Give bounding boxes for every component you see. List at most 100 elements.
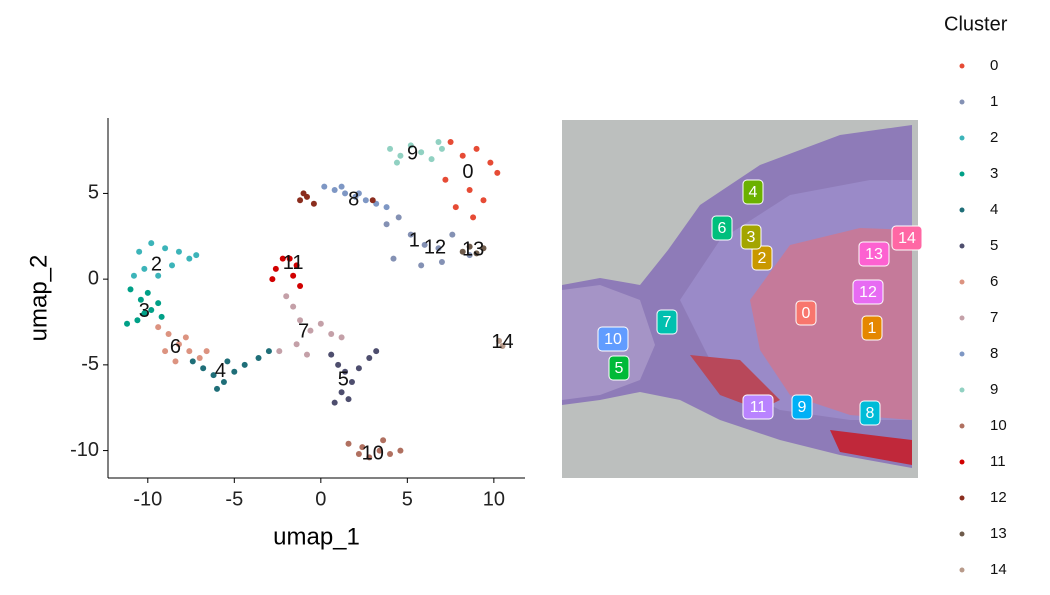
cluster-label: 14 xyxy=(491,331,513,353)
point xyxy=(162,245,169,252)
x-tick-label: 10 xyxy=(483,488,505,510)
point xyxy=(317,320,324,327)
spot-label: 10 xyxy=(604,331,622,348)
point xyxy=(459,248,466,255)
point xyxy=(189,358,196,365)
legend-label: 3 xyxy=(990,165,998,182)
point xyxy=(438,259,445,265)
point xyxy=(155,300,162,307)
point xyxy=(148,307,155,313)
x-tick-label: -5 xyxy=(225,488,243,510)
point xyxy=(276,348,283,355)
legend-swatch xyxy=(959,531,965,537)
point xyxy=(387,451,394,457)
point xyxy=(255,355,262,361)
spot-label-box xyxy=(859,400,881,426)
cluster-label: 4 xyxy=(215,360,226,382)
point xyxy=(338,334,345,341)
spot-label: 1 xyxy=(868,320,877,337)
cluster-label: 6 xyxy=(170,336,181,358)
point xyxy=(134,317,141,324)
y-tick-label: -10 xyxy=(70,439,99,461)
point xyxy=(418,149,425,156)
point xyxy=(366,355,373,361)
point xyxy=(470,214,477,221)
point xyxy=(355,365,362,372)
spot-label: 2 xyxy=(758,250,767,267)
y-tick-label: -5 xyxy=(81,353,99,375)
point xyxy=(338,183,345,190)
point xyxy=(303,351,310,358)
point xyxy=(165,331,172,337)
cluster-label: 10 xyxy=(362,442,384,464)
point xyxy=(293,262,300,269)
legend-swatch xyxy=(959,243,965,249)
legend-label: 7 xyxy=(990,309,998,326)
point xyxy=(397,152,404,159)
point xyxy=(283,293,290,300)
legend-swatch xyxy=(959,207,965,213)
point xyxy=(342,190,349,197)
point xyxy=(124,320,131,327)
cluster-label: 12 xyxy=(424,237,446,259)
legend-title: Cluster xyxy=(944,13,1008,35)
spot-label: 14 xyxy=(898,230,916,247)
point xyxy=(241,361,248,368)
point xyxy=(435,245,442,252)
point xyxy=(186,348,193,355)
legend-swatch xyxy=(959,279,965,285)
point xyxy=(169,262,176,269)
point xyxy=(297,283,304,289)
spot-label: 5 xyxy=(615,360,624,377)
point xyxy=(369,197,376,204)
point xyxy=(286,255,293,262)
point xyxy=(480,197,487,204)
point xyxy=(214,385,221,392)
legend-swatch xyxy=(959,99,965,105)
y-tick-label: 5 xyxy=(88,182,99,204)
point xyxy=(193,252,200,259)
legend-swatch xyxy=(959,171,965,177)
point xyxy=(297,317,304,324)
spot-label-box xyxy=(861,315,883,341)
point xyxy=(442,176,449,183)
legend-swatch xyxy=(959,423,965,429)
point xyxy=(155,324,162,331)
point xyxy=(141,310,148,317)
point xyxy=(331,399,338,406)
legend-label: 8 xyxy=(990,345,998,362)
point xyxy=(380,437,387,444)
point xyxy=(141,265,148,272)
point xyxy=(435,139,442,145)
point xyxy=(220,379,227,385)
x-tick-label: -10 xyxy=(133,488,162,510)
spot-label-box xyxy=(656,309,678,335)
point xyxy=(203,348,210,355)
spot-label-box xyxy=(608,355,630,381)
spot-label-box xyxy=(711,215,733,241)
point xyxy=(310,200,317,207)
point xyxy=(373,348,380,355)
point xyxy=(480,245,487,252)
legend-swatch xyxy=(959,567,965,573)
point xyxy=(127,286,134,293)
point xyxy=(186,255,193,262)
point xyxy=(144,289,151,296)
point xyxy=(452,204,459,211)
legend-swatch xyxy=(959,315,965,321)
spot-label-box xyxy=(740,224,762,250)
cluster-label: 0 xyxy=(462,161,473,183)
point xyxy=(335,361,342,368)
x-axis-title: umap_1 xyxy=(273,523,360,550)
point xyxy=(390,255,397,262)
point xyxy=(383,204,390,211)
cluster-label: 7 xyxy=(298,321,309,343)
legend-swatch xyxy=(959,351,965,357)
legend-label: 13 xyxy=(990,525,1007,542)
point xyxy=(130,272,137,279)
legend-label: 11 xyxy=(990,453,1006,470)
spot-label: 13 xyxy=(865,246,883,263)
legend-label: 12 xyxy=(990,489,1007,506)
point xyxy=(196,355,203,361)
